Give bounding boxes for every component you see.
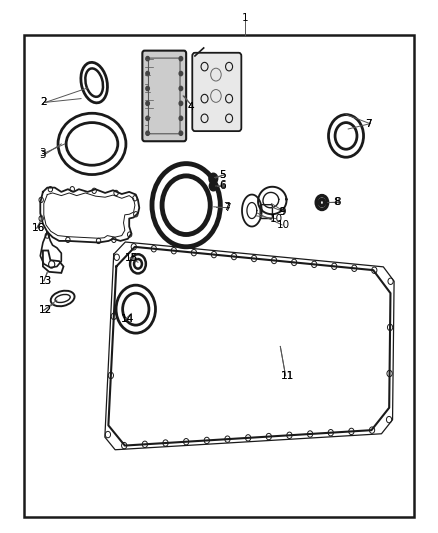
Text: 15: 15 [125,253,138,263]
Text: 16: 16 [32,223,45,233]
Text: 9: 9 [278,207,285,216]
Text: 9: 9 [279,207,286,216]
Circle shape [146,56,149,61]
Text: 14: 14 [120,314,134,324]
Circle shape [179,71,183,76]
Text: 3: 3 [39,148,46,158]
Text: 13: 13 [39,276,52,286]
FancyBboxPatch shape [260,205,272,219]
Circle shape [179,56,183,61]
Text: 11: 11 [280,371,293,381]
Text: 2: 2 [40,98,47,107]
Circle shape [146,101,149,106]
Text: 2: 2 [40,98,47,107]
Text: 1: 1 [242,13,249,22]
Text: 11: 11 [280,371,293,381]
Circle shape [179,101,183,106]
FancyBboxPatch shape [142,51,186,141]
Text: 13: 13 [39,276,52,286]
Bar [24,35,414,517]
Text: 10: 10 [270,214,283,223]
Text: 7: 7 [365,119,371,128]
Text: 5: 5 [219,170,226,180]
Circle shape [179,116,183,120]
Text: 8: 8 [334,197,340,207]
Text: 10: 10 [277,220,290,230]
Circle shape [146,131,149,135]
Circle shape [209,181,217,191]
Text: 14: 14 [120,314,134,324]
Text: 7: 7 [224,203,230,213]
Text: 4: 4 [187,102,194,111]
Text: 8: 8 [333,197,339,207]
Circle shape [146,71,149,76]
FancyBboxPatch shape [192,53,241,131]
Text: 12: 12 [39,305,52,315]
Text: 5: 5 [219,170,226,180]
Circle shape [179,86,183,91]
Text: 12: 12 [39,305,52,315]
Circle shape [179,131,183,135]
Text: 15: 15 [125,253,138,263]
Text: 4: 4 [187,102,194,111]
Circle shape [209,173,218,184]
Text: 6: 6 [219,181,226,190]
Text: 3: 3 [39,150,46,159]
Circle shape [146,116,149,120]
Text: 7: 7 [365,119,371,128]
Text: 16: 16 [32,223,45,233]
Text: 7: 7 [223,202,230,212]
Text: 6: 6 [219,181,226,191]
Circle shape [146,86,149,91]
